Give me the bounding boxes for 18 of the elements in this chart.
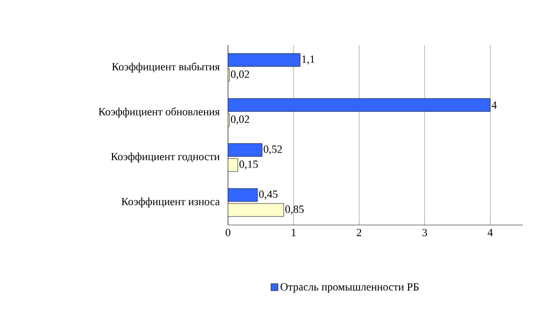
y-tick-label: Коэффициент выбытия [112,62,220,73]
x-tick-label: 1 [292,228,296,236]
data-label: 4 [492,101,497,109]
data-label: 0,02 [230,70,250,80]
y-tick-label: Коэффициент годности [111,152,220,162]
y-tick-label: Коэффициент износа [122,198,220,208]
x-tick-label: 3 [422,228,427,236]
y-tick-label: Коэффициент обновления [98,107,220,118]
data-label: 0,85 [285,206,304,214]
data-label: 1,1 [302,56,314,64]
data-label: 0,02 [230,116,250,124]
x-tick-label: 4 [488,228,493,236]
data-label: 0,15 [239,160,258,170]
data-label: 0,45 [259,190,278,200]
x-tick-label: 0 [226,228,230,236]
legend-label: Отрасль промышленности РБ [280,283,419,293]
x-tick-label: 2 [356,228,362,236]
data-label: 0,52 [264,146,282,154]
